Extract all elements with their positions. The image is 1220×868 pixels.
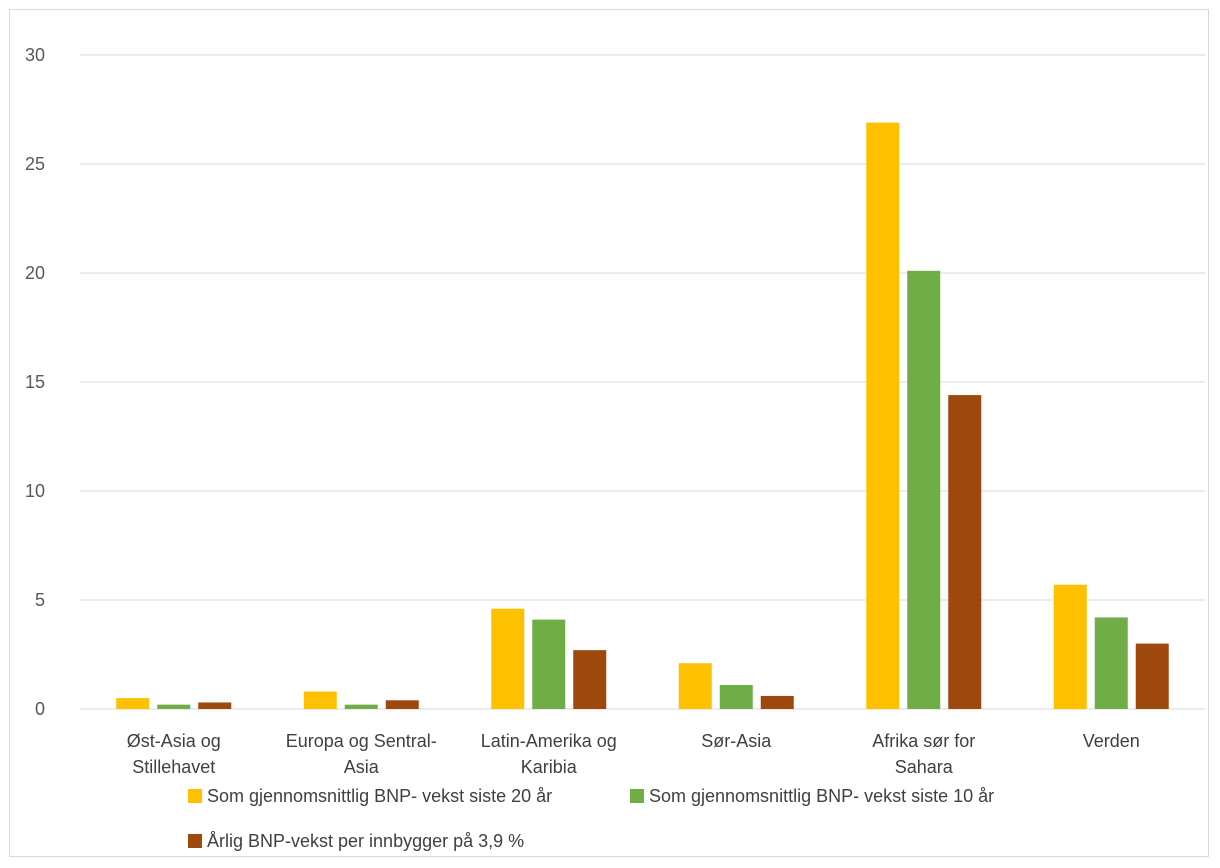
y-tick-label: 30 (25, 45, 45, 65)
bar-series-3-category-2 (385, 700, 419, 709)
y-tick-label: 25 (25, 154, 45, 174)
chart-frame (9, 9, 1209, 857)
x-category-label: Øst-Asia og (127, 731, 221, 751)
bar-series-2-category-4 (719, 685, 753, 709)
x-category-label: Europa og Sentral- (286, 731, 437, 751)
y-tick-label: 5 (35, 590, 45, 610)
x-category-label: Latin-Amerika og (481, 731, 617, 751)
y-tick-label: 0 (35, 699, 45, 719)
bar-series-3-category-5 (948, 395, 982, 709)
y-tick-label: 10 (25, 481, 45, 501)
y-tick-label: 20 (25, 263, 45, 283)
x-category-label: Sør-Asia (701, 731, 772, 751)
legend-label-3: Årlig BNP-vekst per innbygger på 3,9 % (207, 831, 524, 851)
x-category-label: Sahara (895, 757, 954, 777)
legend-label-1: Som gjennomsnittlig BNP- vekst siste 20 … (207, 786, 552, 806)
bar-series-3-category-3 (573, 650, 607, 709)
x-category-label: Karibia (521, 757, 578, 777)
bar-series-2-category-5 (907, 270, 941, 709)
bar-series-2-category-1 (157, 704, 191, 709)
x-category-label: Asia (344, 757, 380, 777)
legend: Som gjennomsnittlig BNP- vekst siste 20 … (188, 786, 994, 851)
bar-series-1-category-4 (678, 663, 712, 709)
bar-series-2-category-3 (532, 619, 566, 709)
bar-series-3-category-1 (198, 702, 232, 709)
legend-label-2: Som gjennomsnittlig BNP- vekst siste 10 … (649, 786, 994, 806)
y-axis-tick-labels: 0 5 10 15 20 25 30 (25, 45, 45, 719)
x-category-label: Verden (1083, 731, 1140, 751)
x-axis-category-labels: Øst-Asia og Stillehavet Europa og Sentral-… (127, 731, 1140, 777)
bar-series-3-category-6 (1135, 643, 1169, 709)
x-category-label: Stillehavet (132, 757, 215, 777)
gridlines (80, 54, 1205, 710)
bar-series-2-category-6 (1094, 617, 1128, 709)
bar-series-3-category-4 (760, 695, 794, 709)
bar-series-2-category-2 (344, 704, 378, 709)
x-category-label: Afrika sør for (872, 731, 975, 751)
legend-swatch-1 (188, 789, 202, 803)
bars (116, 122, 1169, 709)
bar-series-1-category-6 (1053, 584, 1087, 709)
legend-swatch-2 (630, 789, 644, 803)
y-tick-label: 15 (25, 372, 45, 392)
legend-swatch-3 (188, 834, 202, 848)
bar-series-1-category-3 (491, 608, 525, 709)
bar-series-1-category-1 (116, 698, 150, 709)
bar-series-1-category-5 (866, 122, 900, 709)
bar-series-1-category-2 (303, 691, 337, 709)
